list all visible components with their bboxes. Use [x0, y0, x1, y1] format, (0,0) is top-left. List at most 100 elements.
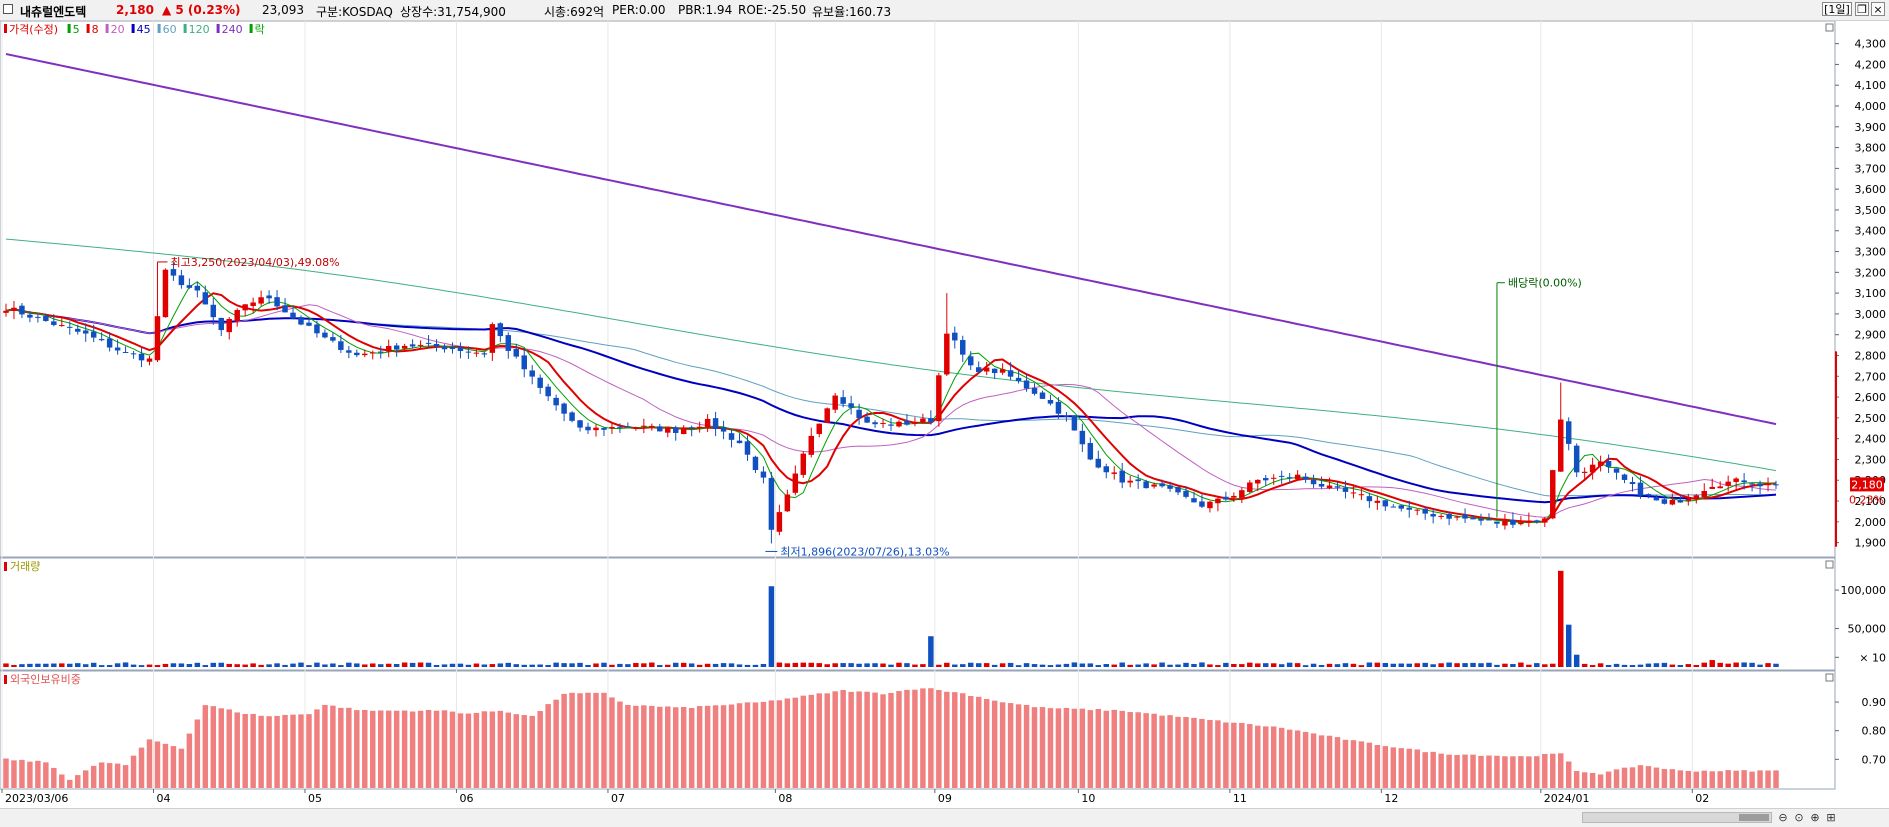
scroll-thumb[interactable] [1739, 814, 1769, 821]
candle-body [1358, 494, 1365, 496]
price-tick-label: 4,300 [1855, 38, 1887, 51]
candle-body [1581, 471, 1588, 473]
restore-icon[interactable]: ❐ [1855, 2, 1869, 16]
foreign-bar [1470, 754, 1476, 788]
foreign-bar [1462, 754, 1468, 788]
foreign-bar [1406, 748, 1412, 788]
volume-bar [274, 663, 280, 667]
volume-bar [1342, 663, 1349, 667]
volume-bar [90, 662, 97, 667]
legend-entry: 120 [189, 23, 210, 36]
candle-body [736, 440, 743, 444]
foreign-bar [489, 711, 496, 788]
volume-bar [218, 662, 224, 667]
candle-body [1334, 486, 1341, 488]
foreign-bar [393, 710, 400, 788]
volume-bar [975, 663, 982, 667]
price-tick-label: 4,000 [1855, 100, 1887, 113]
candle-body [888, 424, 894, 426]
foreign-bar [338, 707, 344, 788]
foreign-bar [1645, 766, 1652, 788]
volume-bar [896, 662, 902, 667]
zoom-fit-icon[interactable]: ⊞ [1826, 811, 1836, 824]
zoom-reset-icon[interactable]: ⊙ [1794, 811, 1804, 824]
candle-body [1135, 479, 1141, 482]
volume-bar [1709, 660, 1715, 667]
foreign-bar [704, 705, 711, 788]
foreign-bar [1733, 770, 1739, 788]
price-tick-label: 3,700 [1855, 162, 1887, 175]
volume-bar [51, 663, 57, 667]
foreign-bar [3, 758, 9, 788]
foreign-bar [1621, 767, 1628, 788]
foreign-bar [1358, 741, 1365, 788]
candle-body [1039, 392, 1046, 399]
volume-bar [1486, 662, 1492, 667]
candle-body [1071, 415, 1078, 431]
price-tick-label: 3,900 [1855, 121, 1887, 134]
volume-bar [960, 664, 966, 667]
candle-body [1278, 475, 1285, 477]
volume-bar [1534, 663, 1540, 667]
ma-120-line [5, 238, 1777, 472]
candle-body [1613, 468, 1620, 473]
foreign-bar [1765, 770, 1771, 788]
horizontal-scrollbar[interactable] [1582, 812, 1772, 823]
candle-body [226, 318, 232, 333]
foreign-bar [1550, 753, 1556, 788]
foreign-bar [146, 739, 153, 788]
volume-tick-label: 50,000 [1848, 623, 1887, 636]
price-tick-label: 2,700 [1855, 370, 1887, 383]
candle-body [776, 512, 783, 532]
select-checkbox[interactable] [3, 4, 13, 14]
volume-bar [1518, 662, 1524, 667]
price-tick-label: 3,400 [1855, 225, 1887, 238]
current-price-label: 2,180 [1851, 478, 1883, 491]
candle-body [672, 427, 679, 433]
foreign-bar [696, 706, 703, 788]
period-button[interactable]: [1일] [1822, 2, 1852, 16]
candle-body [800, 453, 807, 475]
volume-bar [1087, 663, 1094, 667]
foreign-bar [1701, 770, 1707, 788]
chart-area[interactable]: 2023/03/06 04 05 06 07 08 09 10 11 12 2024/01 02 4,3… [0, 21, 1889, 807]
candle-body [1342, 487, 1349, 492]
candle-body [1749, 483, 1755, 485]
candle-body [170, 269, 177, 276]
candle-body [1677, 500, 1684, 503]
legend-swatch [157, 24, 161, 33]
candle-body [1167, 485, 1173, 489]
foreign-bar [760, 701, 767, 788]
foreign-bar [1199, 718, 1205, 788]
foreign-bar [585, 692, 591, 788]
foreign-bar [617, 701, 623, 788]
date-tick-label: 05 [308, 792, 322, 805]
volume-bar [1382, 663, 1389, 667]
price-tick-label: 1,900 [1855, 537, 1887, 550]
foreign-bar [513, 714, 520, 788]
candle-body [154, 316, 161, 361]
candle-body [1605, 461, 1612, 467]
foreign-bar [944, 691, 950, 788]
price-tick-label: 3,800 [1855, 142, 1887, 155]
foreign-bar [465, 713, 472, 788]
foreign-bar [1366, 742, 1373, 788]
pbr-value: PBR:1.94 [678, 3, 733, 17]
zoom-in-icon[interactable]: ⊕ [1810, 811, 1820, 824]
foreign-bar [258, 715, 264, 788]
foreign-bar [1175, 716, 1181, 788]
volume-bar [114, 663, 121, 667]
candle-body [920, 418, 926, 423]
close-icon[interactable]: × [1871, 2, 1885, 16]
zoom-out-icon[interactable]: ⊖ [1778, 811, 1788, 824]
foreign-bar [975, 696, 982, 788]
foreign-bar [75, 775, 81, 788]
volume-bar [1191, 664, 1197, 667]
candle-body [250, 302, 256, 307]
foreign-bar [409, 711, 416, 788]
candle-body [370, 352, 376, 354]
foreign-bar [1534, 756, 1540, 788]
candle-body [1231, 495, 1237, 498]
candle-body [1526, 520, 1532, 523]
foreign-bar [768, 700, 775, 788]
